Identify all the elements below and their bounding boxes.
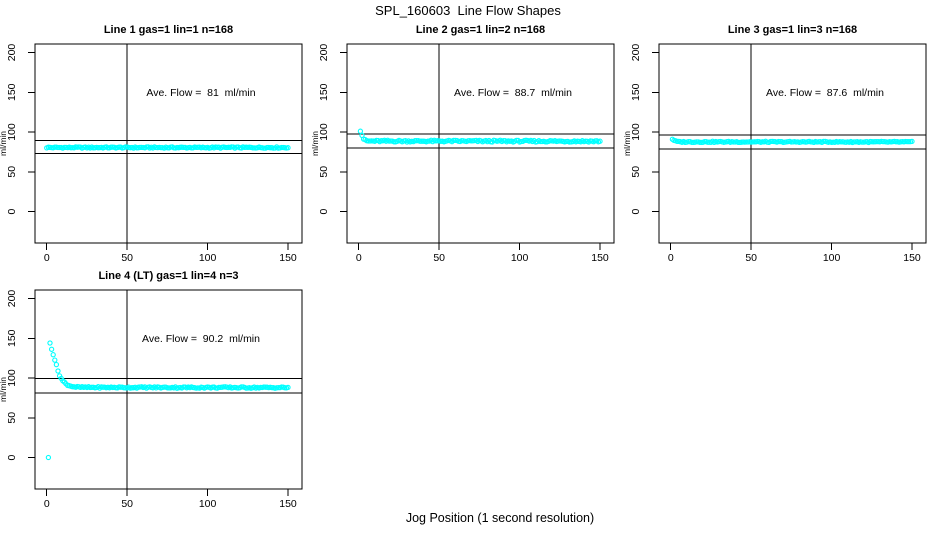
ave-flow-annotation-line-4: Ave. Flow = 90.2 ml/min	[142, 333, 260, 345]
x-tick-label: 100	[199, 252, 217, 264]
y-tick-label: 50	[6, 166, 18, 178]
tick-labels: 0 50 100 150 0 50 100 150 200 ml/min	[624, 44, 921, 264]
data-point-marker	[50, 352, 56, 358]
axes-and-reference-lines	[340, 43, 615, 250]
data-point-marker	[55, 368, 61, 374]
data-points	[45, 340, 291, 461]
y-tick-label: 200	[630, 44, 642, 62]
x-tick-label: 150	[903, 252, 921, 264]
y-tick-label: 100	[318, 123, 330, 141]
x-tick-label: 100	[823, 252, 841, 264]
y-tick-label: 100	[6, 369, 18, 387]
data-point-marker	[820, 138, 827, 145]
subplot-title-line-2: Line 2 gas=1 lin=2 n=168	[415, 24, 546, 36]
data-points	[669, 136, 915, 146]
axes-and-reference-lines	[652, 43, 927, 250]
x-tick-label: 150	[279, 252, 297, 264]
tick-labels: 0 50 100 150 0 50 100 150 200 ml/min	[0, 44, 297, 264]
y-axis-unit-label: ml/min	[312, 131, 320, 156]
plot-canvas-line-2: 0 50 100 150 0 50 100 150 200 ml/min	[312, 43, 615, 264]
data-point-marker	[597, 138, 603, 144]
plot-frame	[34, 289, 303, 490]
x-tick-label: 0	[44, 498, 50, 510]
main-title: SPL_160603 Line Flow Shapes	[375, 3, 561, 18]
data-points	[44, 144, 291, 151]
data-point-marker	[859, 139, 865, 145]
subplot-title-line-3: Line 3 gas=1 lin=3 n=168	[727, 24, 858, 36]
y-tick-label: 150	[6, 83, 18, 101]
y-tick-label: 200	[318, 44, 330, 62]
x-tick-label: 100	[199, 498, 217, 510]
subplot-line-4: 0 50 100 150 0 50 100 150 200 ml/min Line 4 (LT) …	[0, 270, 312, 516]
subplot-title-line-4: Line 4 (LT) gas=1 lin=4 n=3	[98, 270, 239, 282]
y-tick-label: 0	[6, 454, 18, 460]
x-tick-label: 100	[511, 252, 529, 264]
y-tick-label: 150	[318, 83, 330, 101]
x-tick-label: 50	[121, 252, 133, 264]
tick-labels: 0 50 100 150 0 50 100 150 200 ml/min	[312, 44, 609, 264]
data-point-marker	[45, 454, 52, 461]
plot-frame	[34, 43, 303, 244]
y-tick-label: 50	[630, 166, 642, 178]
y-tick-label: 50	[318, 166, 330, 178]
y-tick-label: 0	[630, 208, 642, 214]
data-point-marker	[357, 128, 364, 134]
data-point-marker	[53, 361, 60, 368]
plot-frame	[658, 43, 927, 244]
plot-canvas-line-4: 0 50 100 150 0 50 100 150 200 ml/min	[0, 289, 303, 510]
data-point-marker	[47, 340, 53, 346]
y-tick-label: 0	[6, 208, 18, 214]
subplot-line-1: 0 50 100 150 0 50 100 150 200 ml/min Line 1 gas=1…	[0, 24, 312, 270]
plot-canvas-line-3: 0 50 100 150 0 50 100 150 200 ml/min	[624, 43, 927, 264]
x-tick-label: 50	[745, 252, 757, 264]
ave-flow-annotation-line-3: Ave. Flow = 87.6 ml/min	[766, 87, 884, 99]
y-axis-unit-label: ml/min	[0, 131, 8, 156]
x-tick-label: 0	[668, 252, 674, 264]
subplot-title-line-1: Line 1 gas=1 lin=1 n=168	[103, 24, 234, 36]
ave-flow-annotation-line-1: Ave. Flow = 81 ml/min	[146, 87, 256, 99]
y-tick-label: 50	[6, 412, 18, 424]
y-tick-label: 0	[318, 208, 330, 214]
x-tick-label: 0	[44, 252, 50, 264]
plot-frame	[346, 43, 615, 244]
y-axis-unit-label: ml/min	[624, 131, 632, 156]
data-point-marker	[52, 357, 58, 363]
ave-flow-annotation-line-2: Ave. Flow = 88.7 ml/min	[454, 87, 572, 99]
data-point-marker	[216, 384, 222, 391]
tick-labels: 0 50 100 150 0 50 100 150 200 ml/min	[0, 290, 297, 510]
x-tick-label: 50	[121, 498, 133, 510]
x-tick-label: 150	[591, 252, 609, 264]
y-tick-label: 200	[6, 290, 18, 308]
data-point-marker	[285, 145, 291, 151]
x-axis-label: Jog Position (1 second resolution)	[405, 511, 595, 525]
axes-and-reference-lines	[28, 289, 303, 496]
x-tick-label: 50	[433, 252, 445, 264]
x-tick-label: 150	[279, 498, 297, 510]
data-point-marker	[48, 346, 55, 352]
y-tick-label: 150	[630, 83, 642, 101]
y-tick-label: 200	[6, 44, 18, 62]
data-point-marker	[285, 384, 291, 391]
y-tick-label: 150	[6, 329, 18, 347]
axes-and-reference-lines	[28, 43, 303, 250]
x-tick-label: 0	[356, 252, 362, 264]
subplot-line-2: 0 50 100 150 0 50 100 150 200 ml/min Line 2 gas=1…	[312, 24, 624, 270]
y-tick-label: 100	[6, 123, 18, 141]
plot-canvas-line-1: 0 50 100 150 0 50 100 150 200 ml/min	[0, 43, 303, 264]
data-point-marker	[909, 138, 915, 145]
y-tick-label: 100	[630, 123, 642, 141]
subplot-line-3: 0 50 100 150 0 50 100 150 200 ml/min Line 3 gas=1…	[624, 24, 936, 270]
y-axis-unit-label: ml/min	[0, 377, 8, 402]
data-points	[357, 128, 603, 145]
